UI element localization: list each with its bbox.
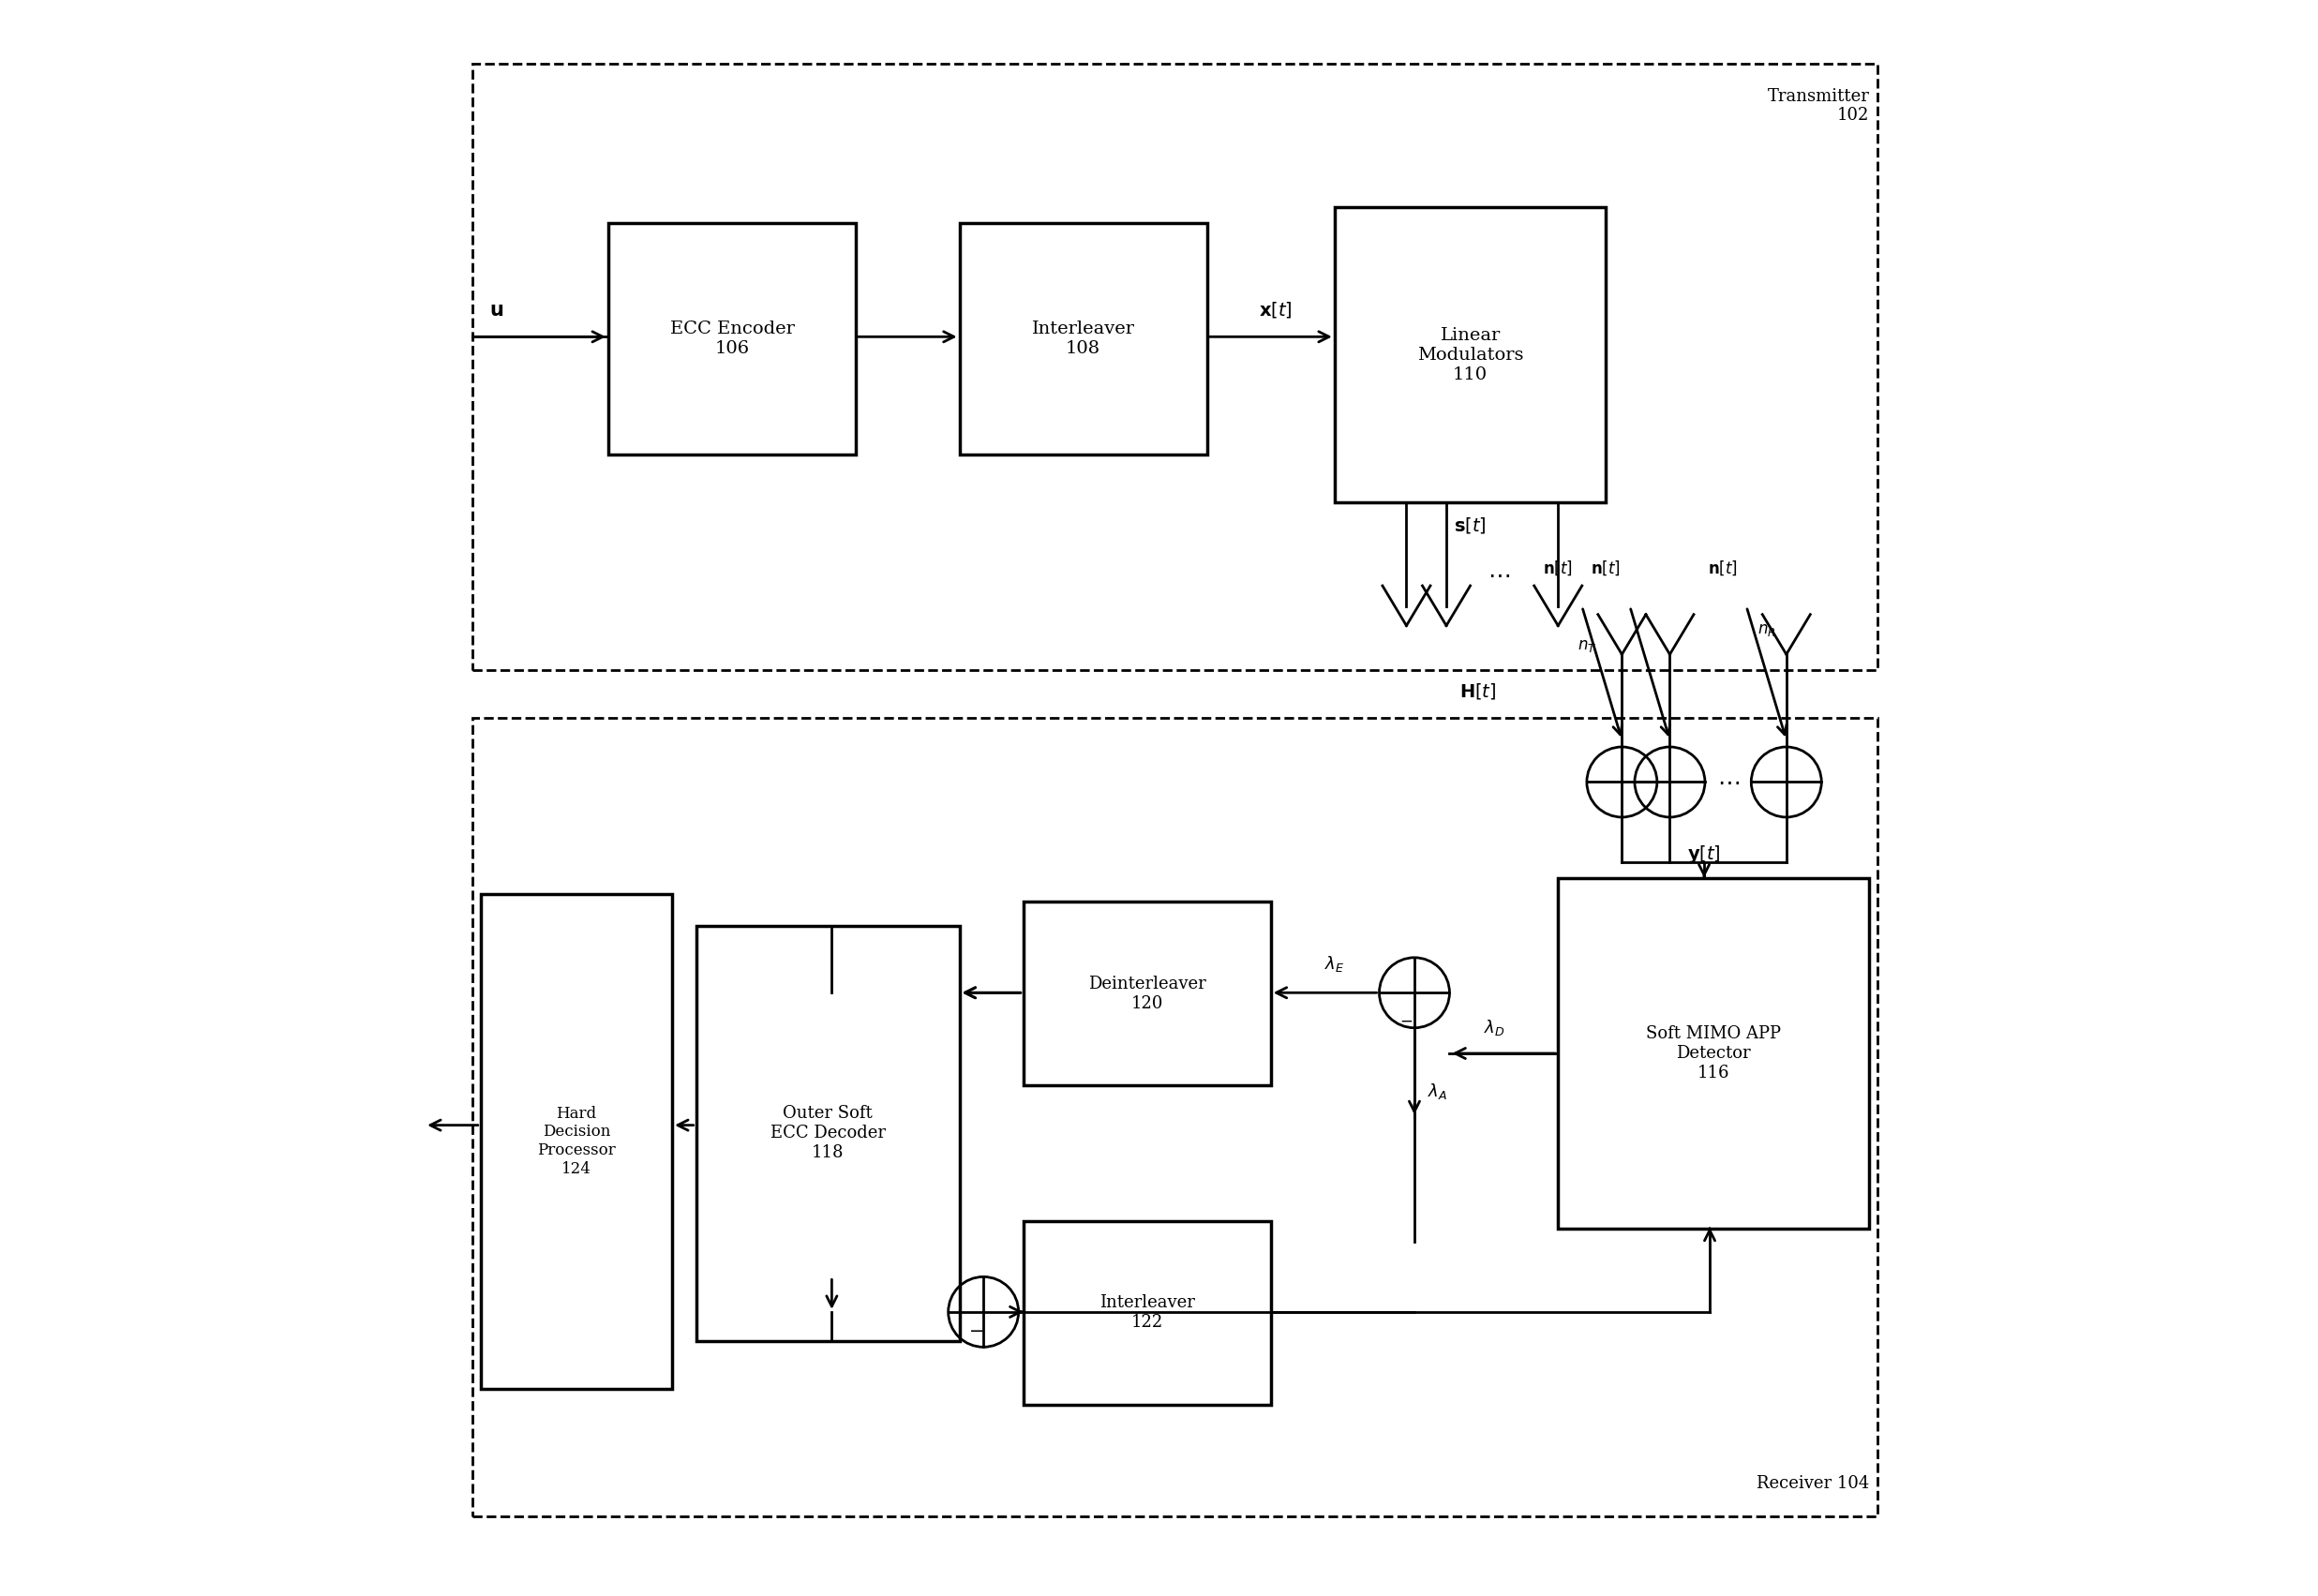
Text: Hard
Decision
Processor
124: Hard Decision Processor 124 [538, 1106, 617, 1176]
Text: $\mathbf{n}[t]$: $\mathbf{n}[t]$ [1708, 560, 1738, 578]
Text: $-$: $-$ [1400, 1013, 1414, 1029]
Text: $n_R$: $n_R$ [1757, 622, 1776, 638]
FancyBboxPatch shape [1335, 207, 1606, 503]
FancyBboxPatch shape [960, 223, 1208, 455]
Text: $\mathbf{u}$: $\mathbf{u}$ [489, 302, 503, 319]
FancyBboxPatch shape [480, 894, 672, 1389]
Text: Soft MIMO APP
Detector
116: Soft MIMO APP Detector 116 [1646, 1026, 1780, 1080]
Text: ECC Encoder
106: ECC Encoder 106 [670, 321, 795, 358]
Text: Transmitter
102: Transmitter 102 [1766, 88, 1868, 124]
Text: Receiver 104: Receiver 104 [1757, 1475, 1868, 1492]
Text: Interleaver
108: Interleaver 108 [1032, 321, 1136, 358]
Text: $-$: $-$ [969, 1321, 983, 1337]
Text: $\mathbf{n}[t]$: $\mathbf{n}[t]$ [1590, 560, 1620, 578]
FancyBboxPatch shape [1022, 1221, 1270, 1404]
Text: $\mathbf{x}[t]$: $\mathbf{x}[t]$ [1259, 300, 1291, 319]
Text: $\lambda_A$: $\lambda_A$ [1428, 1082, 1446, 1101]
Text: $\lambda_D$: $\lambda_D$ [1484, 1018, 1504, 1037]
FancyBboxPatch shape [607, 223, 855, 455]
Text: $\cdots$: $\cdots$ [1488, 563, 1511, 586]
Text: $n_T$: $n_T$ [1576, 638, 1597, 654]
Text: $\mathbf{n}[t]$: $\mathbf{n}[t]$ [1544, 560, 1574, 578]
Text: $\mathbf{s}[t]$: $\mathbf{s}[t]$ [1453, 516, 1486, 535]
Text: Interleaver
122: Interleaver 122 [1099, 1294, 1194, 1331]
Text: $\mathbf{H}[t]$: $\mathbf{H}[t]$ [1460, 681, 1497, 701]
Text: $\lambda_E$: $\lambda_E$ [1324, 954, 1344, 974]
FancyBboxPatch shape [1558, 878, 1868, 1229]
Text: $\cdots$: $\cdots$ [1718, 771, 1741, 793]
Text: Deinterleaver
120: Deinterleaver 120 [1087, 975, 1205, 1012]
Text: Outer Soft
ECC Decoder
118: Outer Soft ECC Decoder 118 [770, 1106, 885, 1160]
FancyBboxPatch shape [1022, 902, 1270, 1085]
FancyBboxPatch shape [695, 926, 960, 1341]
Text: $\mathbf{y}[t]$: $\mathbf{y}[t]$ [1688, 843, 1720, 865]
Text: Linear
Modulators
110: Linear Modulators 110 [1416, 327, 1523, 383]
